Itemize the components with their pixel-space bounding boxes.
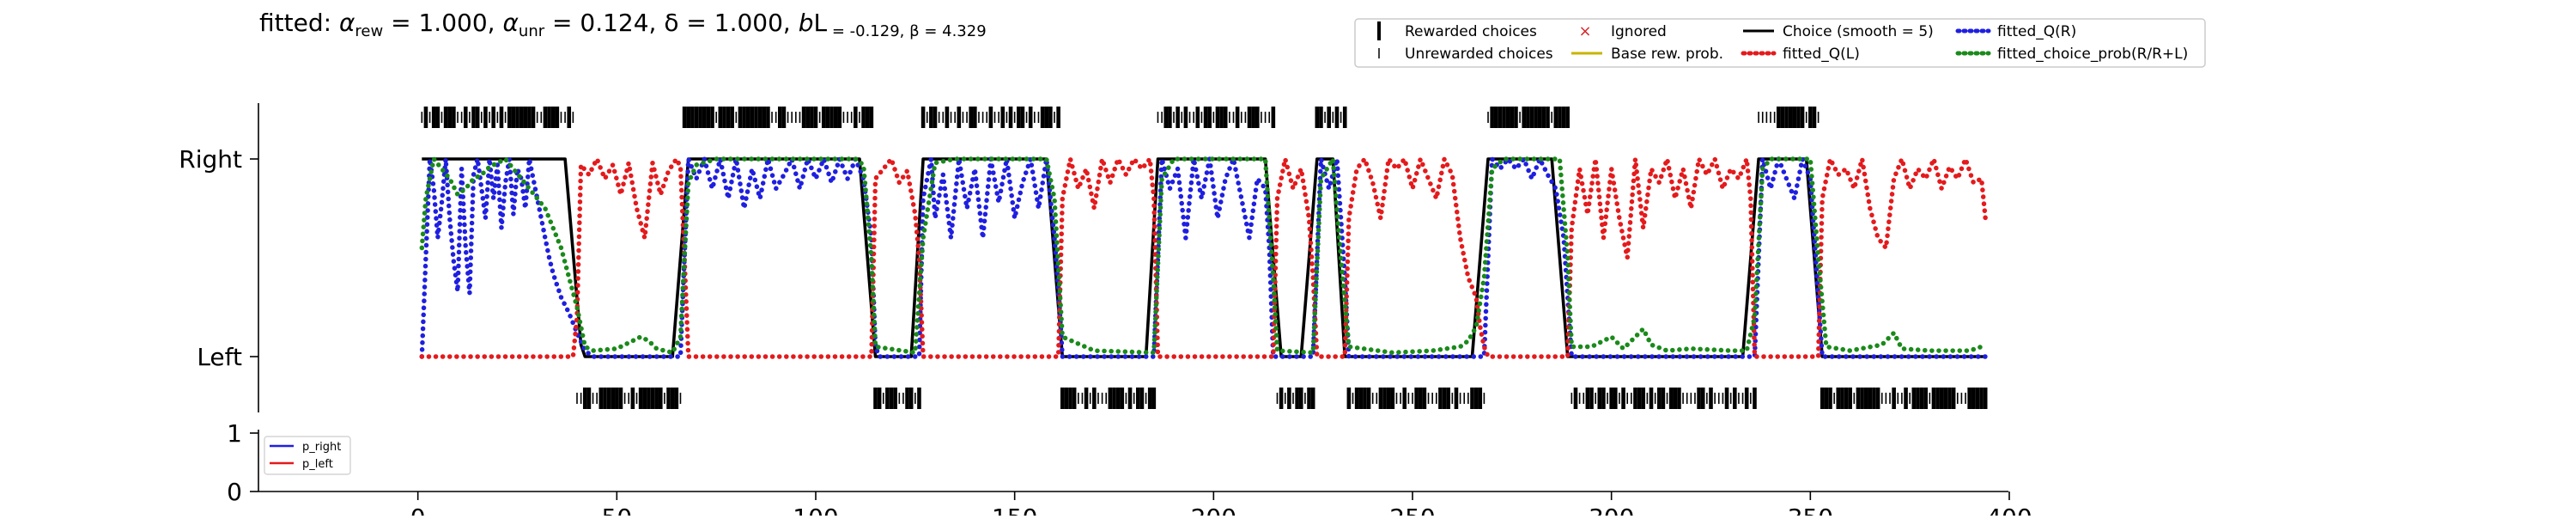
sub-x-tick-label: 200	[1191, 504, 1236, 516]
legend-label: fitted_Q(L)	[1783, 46, 1860, 63]
legend-label: fitted_choice_prob(R/R+L)	[1997, 46, 2188, 63]
legend-label: Ignored	[1611, 23, 1667, 40]
series-fitted-q-r	[419, 156, 1988, 359]
sub-x-tick-label: 150	[992, 504, 1037, 516]
sub-x-tick-label: 250	[1389, 504, 1435, 516]
legend-item: fitted_Q(R)	[1955, 23, 2076, 40]
chart-title-part: = -0.129, β = 4.329	[827, 22, 987, 40]
legend-label: Rewarded choices	[1405, 23, 1537, 40]
sub-x-tick-label: 100	[793, 504, 838, 516]
sub-legend-label: p_left	[302, 458, 333, 471]
legend-item: fitted_Q(L)	[1741, 46, 1860, 63]
legend-box	[1354, 18, 2206, 68]
legend-item: fitted_choice_prob(R/R+L)	[1955, 46, 2188, 63]
legend-swatch-x: ×	[1578, 22, 1591, 40]
legend-label: Unrewarded choices	[1405, 46, 1553, 63]
legend-label: Choice (smooth = 5)	[1783, 23, 1934, 40]
chart-title-part: = 0.124, δ = 1.000,	[544, 9, 799, 37]
chart-title-part: fitted:	[259, 9, 339, 37]
sub-y-tick-label: 0	[227, 478, 242, 506]
chart-title: fitted: αrew = 1.000, αunr = 0.124, δ = …	[259, 9, 987, 40]
series-fitted-q-l	[419, 156, 1988, 359]
chart-title-part: b	[799, 9, 814, 37]
chart-title-part: = 1.000,	[383, 9, 502, 37]
series-fitted-choice-prob-r-r-l	[419, 156, 1988, 356]
legend-item: Unrewarded choices	[1378, 46, 1553, 63]
chart-title-part: α	[502, 9, 519, 37]
legend-item: Choice (smooth = 5)	[1743, 23, 1934, 40]
sub-y-tick-label: 1	[227, 419, 242, 448]
legend-label: fitted_Q(R)	[1997, 23, 2076, 40]
legend-label: Base rew. prob.	[1611, 46, 1723, 63]
sub-x-tick-label: 300	[1589, 504, 1634, 516]
sub-x-tick-label: 0	[410, 504, 426, 516]
legend-item: Base rew. prob.	[1571, 46, 1723, 63]
sub-x-tick-label: 350	[1788, 504, 1833, 516]
main-y-tick-label: Left	[197, 343, 242, 371]
chart-title-part: rew	[355, 22, 383, 40]
sub-x-tick-label: 50	[602, 504, 633, 516]
legend-item: × Ignored	[1578, 22, 1666, 40]
chart-title-part: L	[814, 9, 828, 37]
chart-title-part: unr	[519, 22, 545, 40]
sub-x-tick-label: 400	[1986, 504, 2032, 516]
main-y-tick-label: Right	[179, 145, 242, 174]
chart-title-part: α	[339, 9, 355, 37]
sub-legend-label: p_right	[302, 441, 341, 454]
legend-item: Rewarded choices	[1377, 21, 1537, 40]
